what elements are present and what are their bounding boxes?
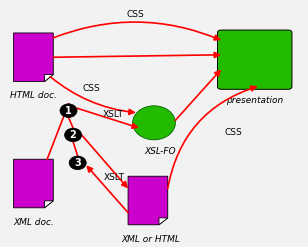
- Text: CSS: CSS: [225, 128, 242, 137]
- Text: XSLT: XSLT: [102, 110, 123, 119]
- Polygon shape: [45, 201, 53, 208]
- Polygon shape: [14, 33, 53, 82]
- Circle shape: [69, 156, 86, 170]
- Text: XML or HTML: XML or HTML: [122, 234, 180, 244]
- Text: 2: 2: [70, 130, 76, 140]
- Circle shape: [65, 128, 82, 142]
- Circle shape: [60, 104, 77, 118]
- Polygon shape: [159, 218, 168, 225]
- Text: XSL-FO: XSL-FO: [144, 147, 176, 156]
- Text: XML doc.: XML doc.: [13, 218, 54, 226]
- Polygon shape: [128, 176, 168, 225]
- Polygon shape: [14, 159, 53, 208]
- FancyBboxPatch shape: [217, 30, 292, 89]
- Text: 3: 3: [74, 158, 81, 168]
- Text: CSS: CSS: [83, 84, 100, 93]
- Circle shape: [133, 106, 175, 140]
- Text: XSLT: XSLT: [104, 173, 125, 182]
- Text: CSS: CSS: [127, 10, 144, 19]
- Text: HTML doc.: HTML doc.: [10, 91, 57, 100]
- Text: presentation: presentation: [226, 96, 283, 105]
- Text: 1: 1: [65, 106, 72, 116]
- Polygon shape: [45, 75, 53, 82]
